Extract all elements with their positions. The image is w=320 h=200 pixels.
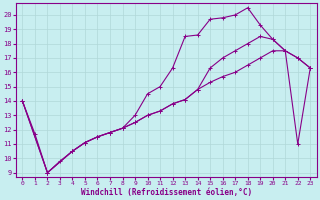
X-axis label: Windchill (Refroidissement éolien,°C): Windchill (Refroidissement éolien,°C) [81, 188, 252, 197]
